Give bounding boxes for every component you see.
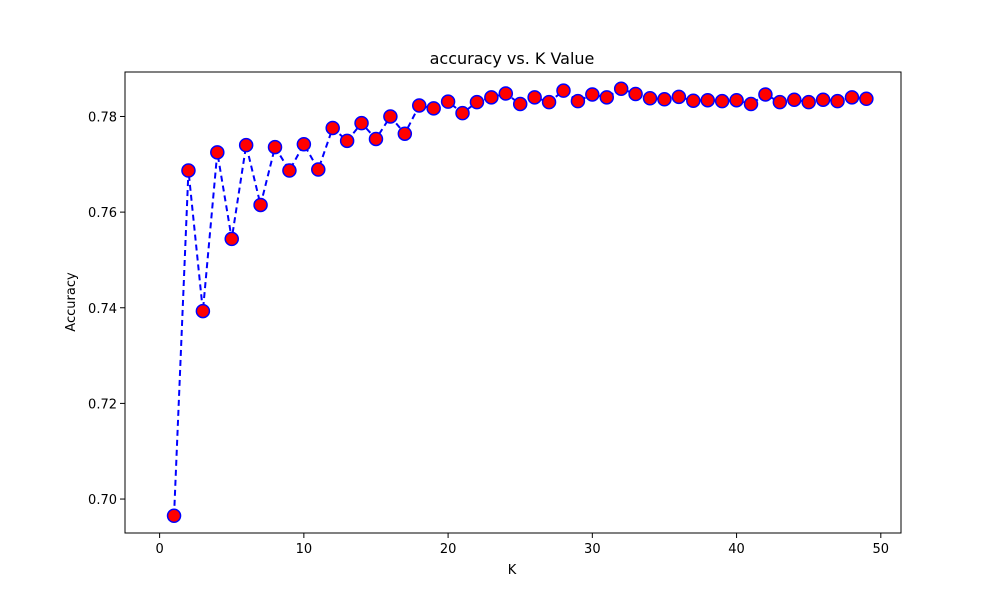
x-axis-label: K (508, 563, 517, 578)
data-point (397, 126, 413, 141)
axes-frame (124, 71, 902, 534)
data-point (253, 197, 268, 213)
x-tick-label: 40 (728, 542, 745, 557)
y-tick-label: 0.74 (88, 302, 117, 317)
x-tick-label: 30 (584, 542, 601, 557)
data-point (830, 93, 845, 109)
chart-title: accuracy vs. K Value (430, 49, 595, 68)
data-point (527, 90, 542, 105)
y-tick-label: 0.78 (88, 110, 117, 125)
data-point (556, 83, 571, 98)
data-point (642, 91, 658, 106)
data-point (758, 87, 773, 102)
data-point (599, 90, 614, 105)
data-point (657, 92, 672, 107)
data-point (585, 87, 600, 102)
x-tick-label: 10 (296, 542, 313, 557)
data-point (455, 105, 470, 121)
data-point (368, 131, 384, 147)
data-point (844, 90, 860, 105)
data-point (815, 92, 831, 107)
data-point (743, 96, 759, 112)
data-point (195, 303, 211, 319)
data-point (354, 115, 369, 131)
data-point (166, 508, 182, 524)
data-point (772, 94, 788, 110)
data-point (859, 91, 874, 107)
data-point (469, 94, 485, 110)
data-point (498, 86, 514, 101)
data-point (700, 92, 715, 108)
data-point (801, 94, 816, 110)
data-point (181, 163, 196, 178)
data-point (484, 90, 499, 105)
data-point (729, 92, 744, 108)
y-tick-label: 0.72 (88, 397, 117, 412)
data-point (311, 162, 326, 177)
data-point (541, 94, 557, 110)
data-point (325, 120, 340, 136)
y-tick-label: 0.70 (88, 493, 117, 508)
data-point (267, 139, 283, 155)
x-tick-label: 0 (155, 542, 163, 557)
data-point (628, 86, 643, 102)
x-tick-label: 20 (440, 542, 457, 557)
data-point (613, 81, 629, 96)
data-point (714, 93, 730, 109)
data-point (671, 89, 687, 105)
x-tick-label: 50 (873, 542, 890, 557)
data-point (296, 136, 312, 152)
y-tick-label: 0.76 (88, 206, 117, 221)
plot-area (166, 81, 874, 524)
data-point (426, 101, 441, 116)
data-point (686, 93, 701, 108)
data-point (210, 145, 225, 160)
data-point (224, 231, 239, 247)
data-point (339, 133, 355, 149)
data-point (512, 96, 528, 112)
data-point (412, 98, 427, 113)
data-point (440, 94, 456, 109)
data-point (570, 93, 586, 109)
data-point (282, 163, 297, 178)
y-axis-label: Accuracy (64, 272, 79, 332)
data-point (238, 137, 254, 153)
data-point (787, 92, 802, 107)
data-point (383, 109, 398, 124)
